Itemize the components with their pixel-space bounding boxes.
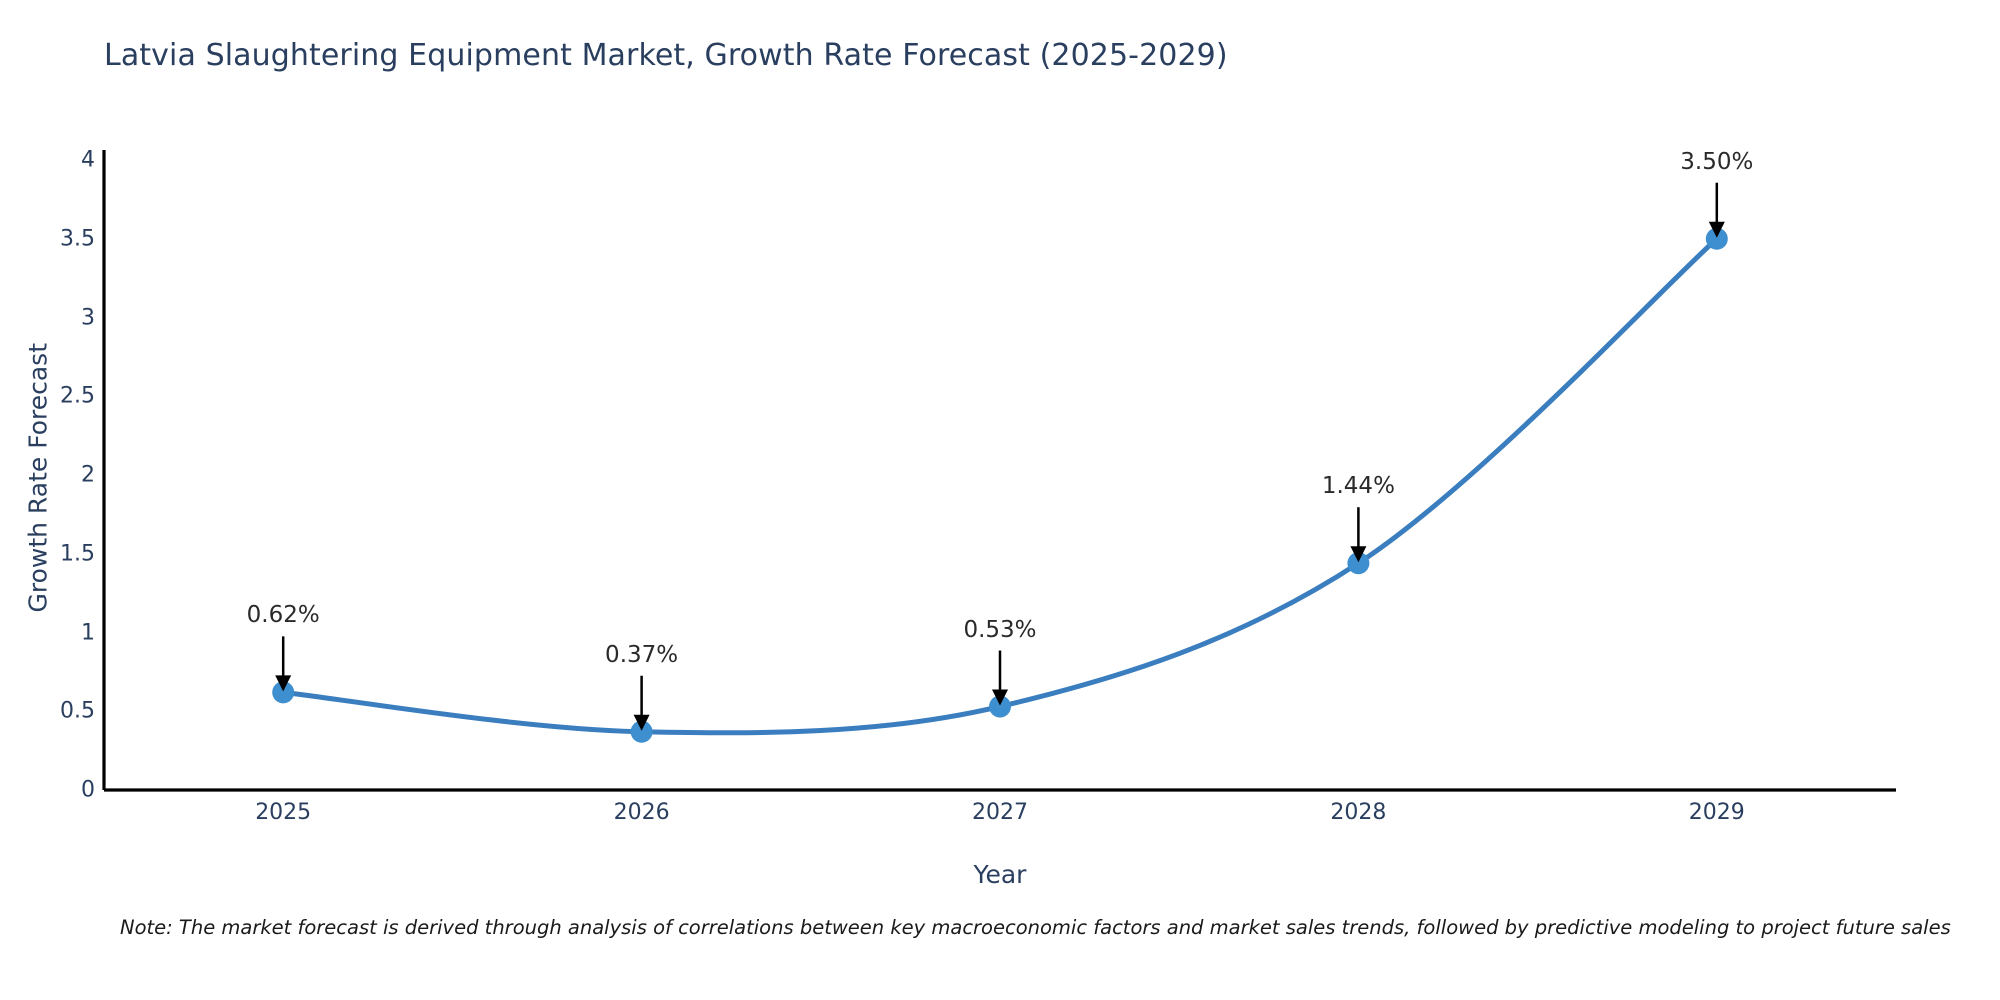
annotation-arrow-head — [992, 689, 1008, 706]
chart-note: Note: The market forecast is derived thr… — [120, 916, 1951, 939]
x-axis-label: Year — [973, 860, 1027, 889]
data-point-marker[interactable] — [630, 720, 653, 743]
x-tick-label: 2027 — [972, 800, 1028, 825]
annotation-arrow-head — [1350, 546, 1367, 563]
data-point-label: 3.50% — [1680, 148, 1754, 175]
annotation-arrow-head — [275, 675, 292, 692]
y-axis-ticks: 0 0.5 1 1.5 2 2.5 3 3.5 4 — [0, 0, 95, 1000]
annotation-arrows — [275, 182, 1725, 731]
annotation-arrow-head — [633, 714, 650, 731]
data-point-marker[interactable] — [272, 681, 295, 704]
y-tick-label: 3 — [81, 305, 95, 330]
annotation-arrow-head — [1708, 221, 1725, 238]
x-tick-label: 2028 — [1330, 800, 1387, 825]
y-tick-label: 1.5 — [60, 541, 95, 567]
data-markers — [272, 227, 1728, 743]
y-tick-label: 2 — [81, 462, 95, 488]
chart-title: Latvia Slaughtering Equipment Market, Gr… — [104, 38, 1228, 73]
data-point-marker[interactable] — [989, 695, 1011, 718]
y-tick-label: 2.5 — [60, 383, 95, 409]
data-point-label: 0.37% — [605, 641, 679, 668]
data-point-label: 0.62% — [246, 602, 320, 629]
y-tick-label: 4 — [81, 147, 95, 173]
y-axis-label: Growth Rate Forecast — [23, 343, 53, 613]
y-tick-label: 0.5 — [60, 698, 95, 724]
data-point-marker[interactable] — [1347, 552, 1370, 575]
x-tick-label: 2026 — [613, 800, 670, 825]
x-tick-label: 2029 — [1688, 800, 1745, 825]
y-tick-label: 3.5 — [60, 226, 95, 252]
data-point-label: 1.44% — [1321, 473, 1395, 500]
data-point-label: 0.53% — [963, 616, 1037, 643]
x-tick-label: 2025 — [255, 800, 312, 825]
y-tick-label: 1 — [81, 620, 95, 645]
data-point-marker[interactable] — [1705, 227, 1728, 250]
y-tick-label: 0 — [81, 777, 95, 803]
